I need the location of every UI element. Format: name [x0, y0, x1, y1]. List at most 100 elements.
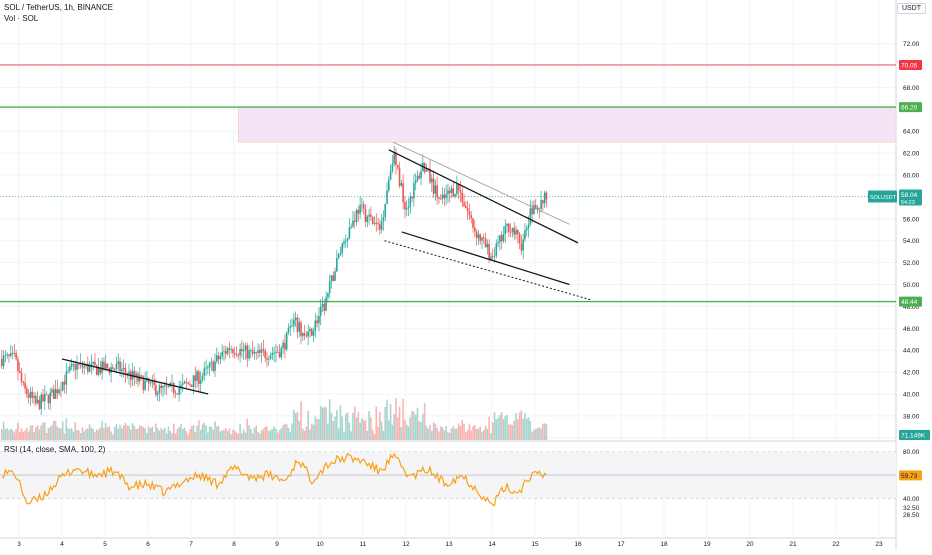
candle-body	[255, 351, 258, 353]
candle-body	[156, 392, 159, 395]
symbol-title[interactable]: SOL / TetherUS, 1h, BINANCE	[4, 3, 113, 12]
level-price-tag	[899, 59, 922, 70]
candle-body	[273, 352, 275, 354]
candle-body	[310, 328, 313, 336]
volume-bar	[416, 407, 419, 440]
volume-bar	[393, 414, 395, 440]
candle-body	[289, 326, 292, 329]
candle-body	[124, 367, 127, 374]
candle-body	[484, 238, 487, 248]
candle-body	[531, 208, 533, 215]
volume-bar	[95, 429, 98, 440]
volume-bar	[250, 429, 252, 440]
candle-body	[78, 363, 80, 365]
volume-bar	[181, 428, 184, 440]
x-tick-label: 4	[60, 541, 64, 548]
volume-bar	[380, 421, 383, 440]
volume-bar	[486, 428, 489, 440]
candle-body	[463, 202, 465, 206]
volume-bar	[271, 429, 274, 440]
volume-bar	[115, 424, 118, 440]
volume-bar	[493, 412, 496, 440]
candle-body	[219, 356, 222, 360]
volume-bar	[291, 423, 293, 440]
candle-body	[345, 240, 347, 242]
candle-body	[45, 394, 48, 395]
volume-bar	[391, 424, 394, 440]
volume-bar	[407, 426, 410, 440]
candle-body	[522, 239, 524, 251]
grid	[0, 0, 897, 550]
candle-body	[15, 353, 17, 360]
volume-bar	[405, 424, 408, 440]
candle-body	[420, 171, 422, 179]
currency-badge[interactable]: USDT	[896, 3, 926, 14]
candle-body	[298, 322, 301, 332]
volume-bar	[259, 433, 261, 440]
volume-bar	[88, 424, 91, 440]
volume-bar	[438, 431, 440, 440]
candle-body	[167, 386, 170, 388]
candle-body	[436, 185, 438, 198]
volume-bar	[355, 417, 358, 440]
volume-bar	[151, 426, 154, 440]
candle-body	[104, 363, 107, 370]
candle-body	[321, 303, 324, 307]
volume-bar	[232, 429, 234, 440]
candle-body	[201, 375, 204, 380]
volume-bar	[359, 422, 361, 440]
x-tick-label: 17	[617, 541, 625, 548]
candle-body	[486, 243, 489, 248]
candle-body	[81, 362, 84, 368]
candle-body	[499, 235, 501, 243]
volume-bar	[529, 421, 532, 440]
candle-body	[196, 371, 198, 381]
volume-bar	[22, 431, 25, 440]
candle-body	[18, 371, 21, 373]
volume-bar	[447, 432, 449, 440]
candle-body	[173, 382, 175, 394]
candle-body	[95, 365, 98, 375]
volume-indicator-title[interactable]: Vol · SOL	[4, 14, 39, 23]
volume-bar	[246, 418, 249, 440]
candle-body	[520, 243, 523, 251]
volume-bar	[495, 419, 498, 440]
rsi-indicator-title[interactable]: RSI (14, close, SMA, 100, 2)	[4, 445, 106, 454]
rsi-y-tick-label: 32.50	[903, 505, 920, 512]
candle-body	[457, 183, 460, 191]
volume-bar	[6, 428, 8, 440]
volume-bar	[504, 415, 507, 440]
volume-bar	[221, 430, 223, 440]
volume-bar	[253, 428, 256, 440]
volume-bar	[199, 430, 202, 440]
candle-body	[508, 223, 510, 232]
candle-body	[533, 205, 535, 215]
volume-bar	[201, 424, 204, 440]
candle-body	[404, 202, 406, 210]
volume-bar	[334, 416, 336, 440]
candle-body	[35, 395, 37, 404]
volume-bar	[327, 423, 329, 440]
candle-body	[371, 216, 374, 224]
volume-bar	[454, 428, 456, 440]
x-tick-label: 15	[531, 541, 539, 548]
candle-body	[361, 204, 363, 206]
volume-bar	[192, 425, 195, 440]
volume-bar	[482, 430, 485, 440]
trend-line	[392, 141, 570, 225]
volume-bar	[267, 431, 270, 440]
volume-bar	[235, 432, 238, 440]
volume-bar	[242, 429, 245, 440]
candle-body	[133, 370, 136, 378]
candle-body	[384, 203, 387, 218]
volume-bar	[379, 412, 381, 440]
volume-bar	[350, 431, 352, 440]
candle-body	[334, 271, 336, 281]
candle-body	[336, 258, 338, 272]
volume-bar	[51, 425, 53, 440]
candle-body	[189, 384, 191, 385]
y-tick-label: 56.00	[903, 216, 920, 223]
volume-bar	[293, 409, 295, 440]
candle-body	[323, 303, 326, 311]
